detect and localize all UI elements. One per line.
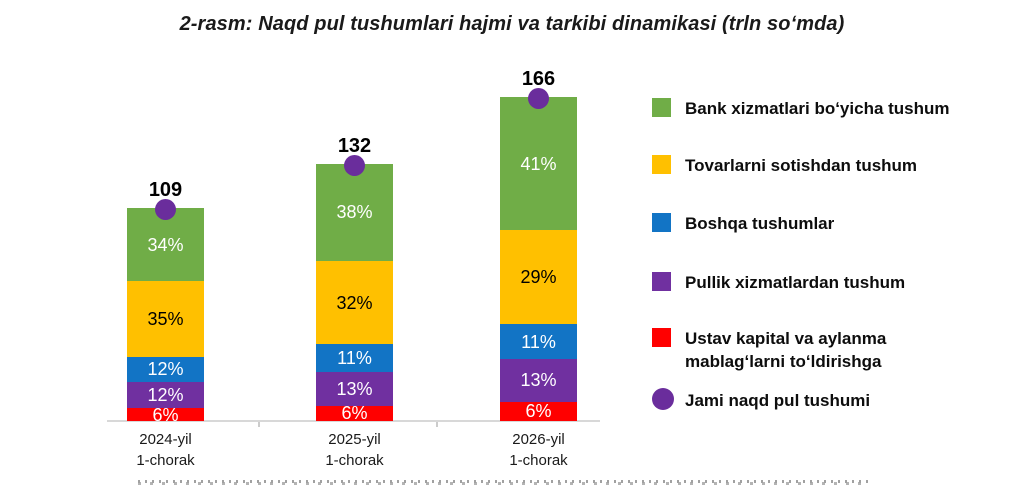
x-axis-tick bbox=[258, 422, 260, 427]
x-axis-label-line: 2024-yil bbox=[139, 431, 192, 448]
stacked-bar-2025-yil-1-chorak: 38% 32% 11% 13% 6% bbox=[316, 163, 393, 422]
bar-segment: 34% bbox=[127, 208, 204, 282]
bar-segment: 32% bbox=[316, 261, 393, 344]
stacked-bar-2026-yil-1-chorak: 41% 29% 11% 13% 6% bbox=[500, 97, 577, 421]
bar-segment: 11% bbox=[316, 343, 393, 373]
bar-segment: 6% bbox=[127, 406, 204, 423]
legend-item: Ustav kapital va aylanma mablagʻlarni toʻ… bbox=[652, 328, 1002, 378]
legend-label-line: Ustav kapital va aylanma bbox=[685, 329, 887, 348]
x-axis-label: 2026-yil 1-chorak bbox=[469, 429, 609, 471]
x-axis-label-line: 2026-yil bbox=[512, 431, 565, 448]
x-axis-label-line: 1-chorak bbox=[509, 452, 568, 469]
cut-off-text-line bbox=[138, 480, 870, 485]
bar-segment: 38% bbox=[316, 163, 393, 262]
legend-item: Bank xizmatlari boʻyicha tushum bbox=[652, 98, 1002, 148]
bar-segment: 13% bbox=[500, 359, 577, 402]
x-axis-line bbox=[107, 420, 600, 422]
legend-item: Boshqa tushumlar bbox=[652, 213, 1002, 263]
legend-label: Ustav kapital va aylanma mablagʻlarni toʻ… bbox=[685, 327, 886, 373]
legend-label: Jami naqd pul tushumi bbox=[685, 389, 870, 412]
x-axis-label: 2024-yil 1-chorak bbox=[96, 429, 236, 471]
legend-item: Jami naqd pul tushumi bbox=[652, 388, 1002, 440]
bar-segment: 12% bbox=[127, 356, 204, 383]
bar-segment: 6% bbox=[316, 404, 393, 422]
legend-circle-marker-icon bbox=[652, 388, 674, 410]
bar-total-label: 166 bbox=[521, 68, 556, 91]
legend-label: Pullik xizmatlardan tushum bbox=[685, 271, 905, 294]
legend-label-line: Tovarlarni sotishdan tushum bbox=[685, 156, 918, 175]
bar-segment: 29% bbox=[500, 230, 577, 324]
total-marker-dot bbox=[155, 199, 176, 221]
bar-total-label: 132 bbox=[337, 134, 372, 157]
x-axis-label: 2025-yil 1-chorak bbox=[285, 429, 425, 471]
legend-color-swatch-icon bbox=[652, 155, 671, 174]
total-marker-dot bbox=[344, 154, 365, 176]
bar-segment: 35% bbox=[127, 281, 204, 357]
legend-label-line: Boshqa tushumlar bbox=[685, 214, 835, 233]
legend-item: Tovarlarni sotishdan tushum bbox=[652, 155, 1002, 205]
bar-segment: 13% bbox=[316, 372, 393, 406]
legend-item: Pullik xizmatlardan tushum bbox=[652, 272, 1002, 322]
legend-label-line: Jami naqd pul tushumi bbox=[685, 391, 871, 410]
legend-label: Tovarlarni sotishdan tushum bbox=[685, 154, 917, 177]
bar-segment: 11% bbox=[500, 323, 577, 360]
total-marker-dot bbox=[528, 88, 549, 110]
legend-color-swatch-icon bbox=[652, 98, 671, 117]
bar-segment: 6% bbox=[500, 401, 577, 421]
legend-label: Bank xizmatlari boʻyicha tushum bbox=[685, 97, 950, 120]
bar-total-label: 109 bbox=[148, 179, 183, 202]
stacked-bar-2024-yil-1-chorak: 34% 35% 12% 12% 6% bbox=[127, 208, 204, 423]
legend-color-swatch-icon bbox=[652, 213, 671, 232]
legend-label: Boshqa tushumlar bbox=[685, 212, 834, 235]
x-axis-tick bbox=[436, 422, 438, 427]
legend-label-line: Pullik xizmatlardan tushum bbox=[685, 273, 906, 292]
legend-color-swatch-icon bbox=[652, 272, 671, 291]
legend-label-line: mablagʻlarni toʻldirishga bbox=[685, 352, 882, 371]
bar-segment: 41% bbox=[500, 97, 577, 230]
legend-label-line: Bank xizmatlari boʻyicha tushum bbox=[685, 99, 950, 118]
x-axis-label-line: 1-chorak bbox=[136, 452, 195, 469]
bar-segment: 12% bbox=[127, 382, 204, 409]
chart-title: 2-rasm: Naqd pul tushumlari hajmi va tar… bbox=[179, 13, 845, 35]
legend-color-swatch-icon bbox=[652, 328, 671, 347]
x-axis-label-line: 2025-yil bbox=[328, 431, 381, 448]
x-axis-label-line: 1-chorak bbox=[325, 452, 384, 469]
